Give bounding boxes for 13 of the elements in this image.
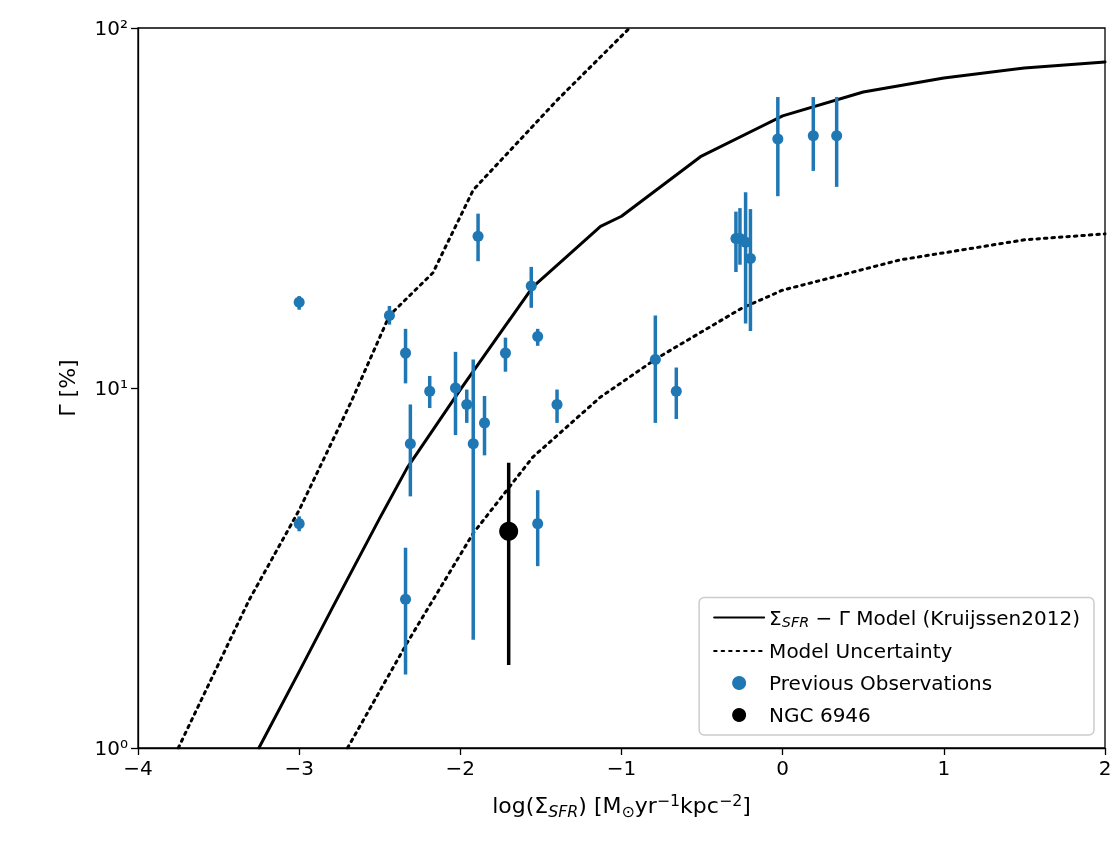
x-tick-label: 2 <box>1098 756 1112 780</box>
x-tick-label: −3 <box>284 756 314 780</box>
legend-label: NGC 6946 <box>769 703 871 727</box>
x-tick-label: 1 <box>937 756 951 780</box>
y-tick-label: 10¹ <box>94 376 128 400</box>
y-axis-title: Γ [%] <box>54 359 80 417</box>
x-tick-label: 0 <box>776 756 790 780</box>
legend-label: Model Uncertainty <box>769 639 953 663</box>
legend-label: ΣSFR − Γ Model (Kruijssen2012) <box>769 605 1081 630</box>
x-tick-label: −1 <box>606 756 637 780</box>
legend-label: Previous Observations <box>769 671 993 695</box>
y-tick-label: 10² <box>94 16 128 40</box>
x-tick-label: −2 <box>445 756 476 780</box>
